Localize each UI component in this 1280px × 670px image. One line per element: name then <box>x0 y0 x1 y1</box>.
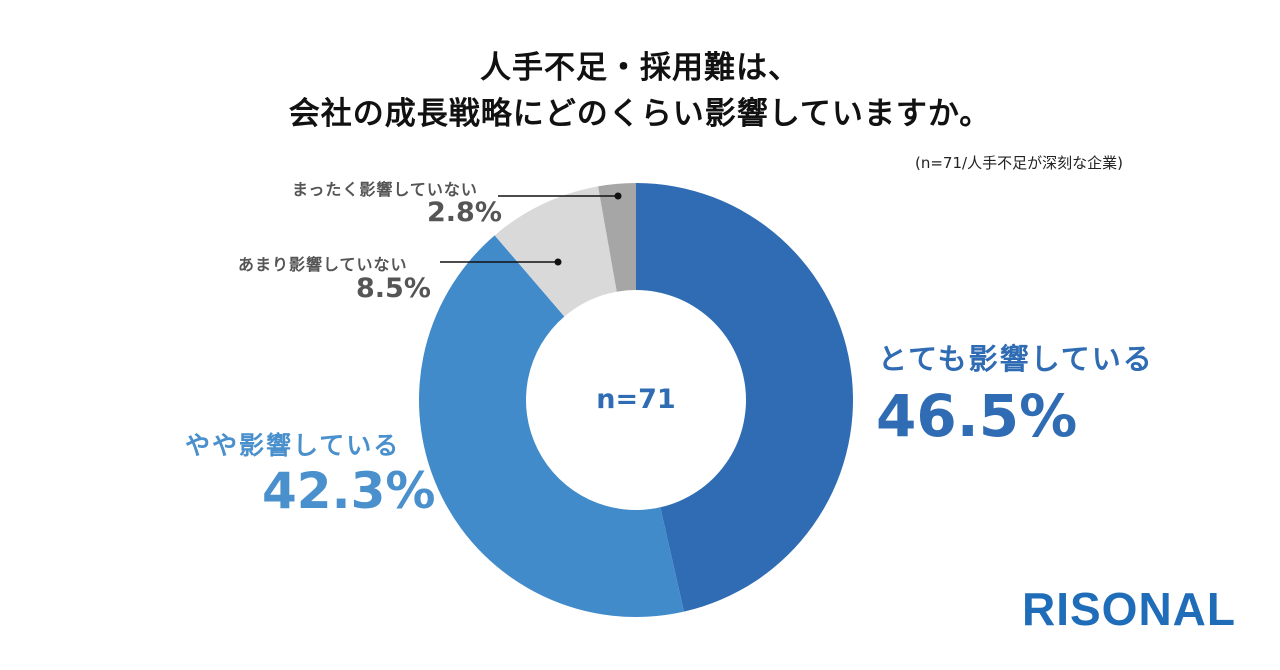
label-somewhat: やや影響している <box>185 431 401 460</box>
donut-slice <box>494 186 617 317</box>
leader-dot <box>554 258 562 266</box>
risonal-logo: RISONAL <box>1022 583 1236 635</box>
label-very-much: とても影響している <box>878 342 1154 376</box>
chart-title-line2: 会社の成長戦略にどのくらい影響していますか。 <box>288 96 992 132</box>
value-not-at-all: 2.8% <box>427 197 502 228</box>
value-not-much: 8.5% <box>356 273 431 304</box>
label-not-at-all: まったく影響していない <box>292 180 478 199</box>
donut-slice <box>418 235 684 617</box>
sample-note: (n=71/人手不足が深刻な企業) <box>915 154 1123 172</box>
donut-slice <box>598 183 636 292</box>
value-somewhat: 42.3% <box>262 462 436 520</box>
center-label: n=71 <box>596 384 676 415</box>
chart-title-line1: 人手不足・採用難は、 <box>480 50 800 86</box>
donut-slice <box>636 183 854 612</box>
value-very-much: 46.5% <box>876 382 1078 450</box>
leader-dot <box>614 192 622 200</box>
label-not-much: あまり影響していない <box>238 255 408 274</box>
